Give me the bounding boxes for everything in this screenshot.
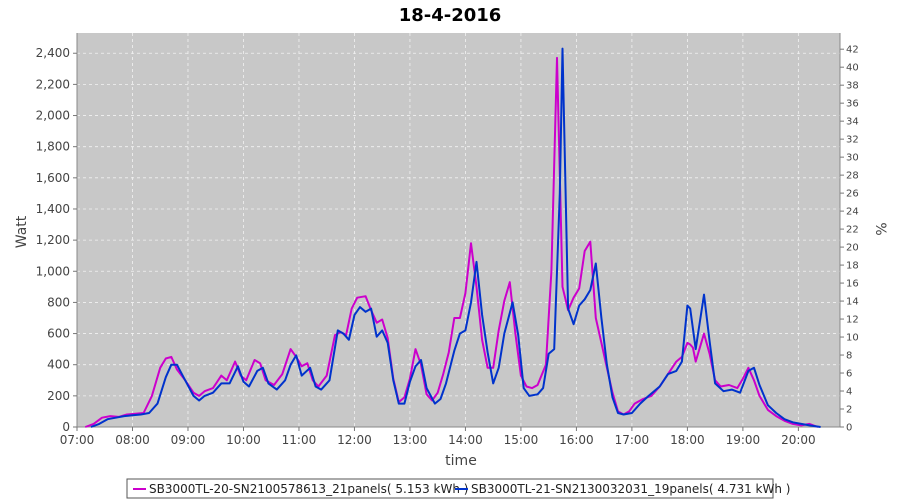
x-axis-label: time xyxy=(445,453,477,469)
y-tick-label: 800 xyxy=(47,295,70,309)
y2-tick-label: 38 xyxy=(846,81,859,92)
y2-tick-label: 36 xyxy=(846,99,859,110)
x-tick-label: 17:00 xyxy=(615,433,650,447)
y2-tick-label: 4 xyxy=(846,387,852,398)
series-line-1 xyxy=(90,47,821,428)
y2-tick-label: 6 xyxy=(846,369,852,380)
x-tick-label: 07:00 xyxy=(60,433,95,447)
x-tick-label: 16:00 xyxy=(559,433,594,447)
y-tick-label: 400 xyxy=(47,358,70,372)
x-tick-label: 08:00 xyxy=(115,433,150,447)
y-tick-label: 1,200 xyxy=(36,233,70,247)
y2-tick-label: 12 xyxy=(846,315,859,326)
legend-entry-1: SB3000TL-21-SN2130032031_19panels( 4.731… xyxy=(471,482,790,496)
y2-tick-label: 42 xyxy=(846,45,859,56)
y-tick-label: 1,800 xyxy=(36,140,70,154)
y2-tick-label: 40 xyxy=(846,63,859,74)
y2-tick-label: 14 xyxy=(846,297,859,308)
y2-tick-label: 8 xyxy=(846,351,852,362)
y-tick-label: 200 xyxy=(47,389,70,403)
y-tick-label: 2,000 xyxy=(36,109,70,123)
y-tick-label: 1,600 xyxy=(36,171,70,185)
plot-area xyxy=(77,33,840,427)
x-tick-label: 18:00 xyxy=(670,433,705,447)
x-tick-label: 09:00 xyxy=(171,433,206,447)
y2-tick-label: 30 xyxy=(846,153,859,164)
y2-tick-label: 16 xyxy=(846,279,859,290)
series-lines xyxy=(84,47,821,428)
y2-tick-label: 0 xyxy=(846,423,852,434)
x-tick-label: 19:00 xyxy=(726,433,761,447)
series-line-0 xyxy=(84,56,819,428)
x-tick-label: 10:00 xyxy=(226,433,261,447)
x-axis-ticks: 07:00 08:00 09:00 10:00 11:00 12:00 13:00 14:00… xyxy=(60,427,816,447)
legend-box xyxy=(126,478,774,499)
y-tick-label: 2,400 xyxy=(36,46,70,60)
legend-entry-0: SB3000TL-20-SN2100578613_21panels( 5.153… xyxy=(149,482,468,496)
x-tick-label: 14:00 xyxy=(448,433,483,447)
y-tick-label: 600 xyxy=(47,327,70,341)
grid xyxy=(76,33,841,428)
x-tick-label: 15:00 xyxy=(504,433,539,447)
y2-tick-label: 28 xyxy=(846,171,859,182)
x-tick-label: 11:00 xyxy=(282,433,317,447)
y-tick-label: 1,400 xyxy=(36,202,70,216)
chart-title: 18-4-2016 xyxy=(399,5,502,26)
y2-axis-label: % xyxy=(872,222,888,235)
legend: SB3000TL-20-SN2100578613_21panels( 5.153… xyxy=(126,478,790,499)
y2-tick-label: 24 xyxy=(846,207,859,218)
y2-tick-label: 32 xyxy=(846,135,859,146)
y2-tick-label: 20 xyxy=(846,243,859,254)
y2-tick-label: 18 xyxy=(846,261,859,272)
y2-tick-label: 26 xyxy=(846,189,859,200)
x-tick-label: 13:00 xyxy=(393,433,428,447)
y-tick-label: 1,000 xyxy=(36,264,70,278)
x-tick-label: 20:00 xyxy=(781,433,816,447)
y2-tick-label: 34 xyxy=(846,117,859,128)
y-tick-label: 0 xyxy=(62,420,70,434)
y-tick-label: 2,200 xyxy=(36,77,70,91)
y2-tick-label: 10 xyxy=(846,333,859,344)
y2-tick-label: 22 xyxy=(846,225,859,236)
y-axis-ticks: 0 200 400 600 800 1,000 1,200 1,400 1,600 1,800 2,… xyxy=(36,46,77,434)
y2-tick-label: 2 xyxy=(846,405,852,416)
x-tick-label: 12:00 xyxy=(337,433,372,447)
y-axis-label: Watt xyxy=(14,215,30,248)
